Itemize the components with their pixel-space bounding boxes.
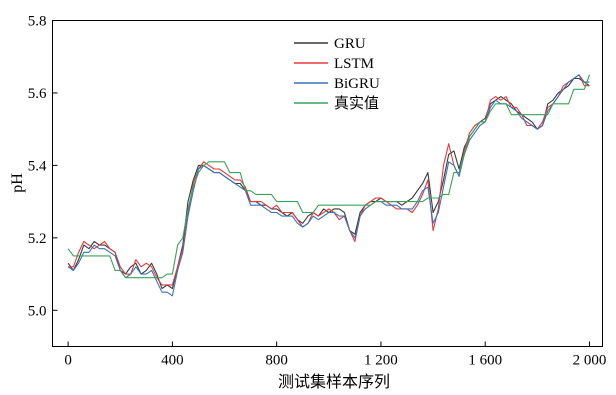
series-line-0 — [68, 79, 589, 289]
x-axis-title: 测试集样本序列 — [278, 373, 390, 391]
x-tick-label: 800 — [265, 353, 288, 369]
x-tick-label: 1 200 — [364, 353, 398, 369]
x-tick-label: 2 000 — [573, 353, 607, 369]
y-tick-label: 5.2 — [28, 231, 47, 247]
x-tick-label: 1 600 — [468, 353, 502, 369]
legend-label: 真实值 — [334, 94, 379, 112]
series-line-3 — [68, 75, 589, 278]
x-tick-label: 0 — [64, 353, 72, 369]
y-tick-label: 5.8 — [28, 14, 47, 30]
legend-label: BiGRU — [334, 76, 380, 92]
y-tick-label: 5.4 — [28, 158, 47, 174]
legend-label: LSTM — [334, 56, 374, 72]
ticks-layer: 0 400 800 1 200 1 600 2 000 5.0 5.2 5.4 5.6 5.8 — [28, 14, 607, 369]
legend-label: GRU — [334, 36, 366, 52]
y-tick-label: 5.0 — [28, 303, 47, 319]
plot-frame — [53, 21, 603, 347]
series-layer — [68, 75, 589, 296]
x-tick-label: 400 — [161, 353, 184, 369]
series-line-1 — [68, 75, 589, 285]
series-line-2 — [68, 75, 589, 296]
legend: GRU LSTM BiGRU 真实值 — [294, 36, 380, 112]
y-tick-label: 5.6 — [28, 86, 47, 102]
y-axis-title: pH — [9, 173, 26, 193]
